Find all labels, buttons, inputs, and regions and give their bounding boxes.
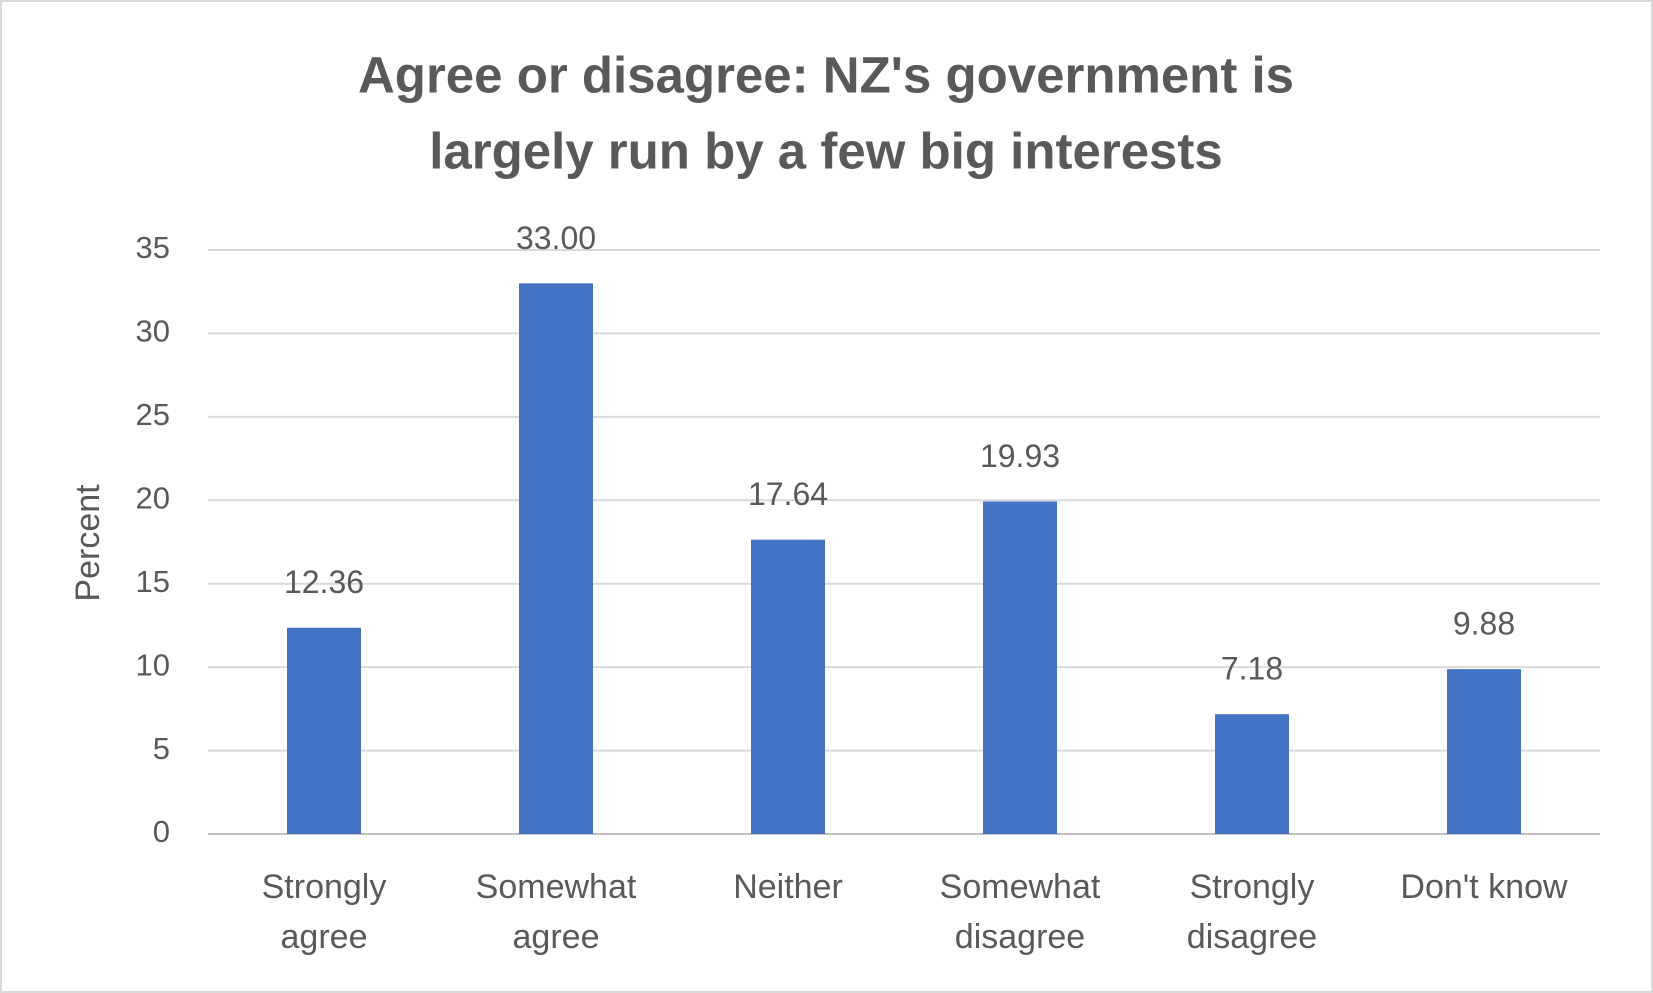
x-tick-label: Somewhat agree (475, 868, 637, 956)
bar (751, 539, 825, 834)
y-tick-label: 20 (136, 480, 170, 515)
x-tick-label: Strongly agree (261, 868, 387, 956)
y-tick-label: 30 (136, 314, 170, 349)
bar (287, 627, 361, 834)
bar (1447, 669, 1521, 834)
y-tick-label: 0 (153, 814, 170, 849)
x-tick-label: Strongly disagree (1186, 868, 1318, 956)
bar (983, 501, 1057, 834)
data-label: 33.00 (516, 220, 596, 256)
data-label: 7.18 (1221, 651, 1283, 687)
x-tick-label: Neither (733, 868, 843, 906)
y-tick-label: 35 (136, 230, 170, 265)
data-label: 19.93 (980, 438, 1060, 474)
data-label: 12.36 (284, 564, 364, 600)
bar (519, 283, 593, 834)
chart-title-line: largely run by a few big interests (429, 122, 1223, 179)
y-tick-label: 15 (136, 564, 170, 599)
y-tick-label: 25 (136, 397, 170, 432)
chart-title-line: Agree or disagree: NZ's government is (358, 46, 1294, 103)
y-tick-label: 5 (153, 731, 170, 766)
y-axis-label: Percent (69, 484, 107, 602)
y-tick-label: 10 (136, 647, 170, 682)
x-tick-label: Don't know (1400, 868, 1568, 906)
data-label: 9.88 (1453, 606, 1515, 642)
x-tick-label: Somewhat disagree (939, 868, 1101, 956)
bar (1215, 714, 1289, 834)
data-label: 17.64 (748, 476, 828, 512)
